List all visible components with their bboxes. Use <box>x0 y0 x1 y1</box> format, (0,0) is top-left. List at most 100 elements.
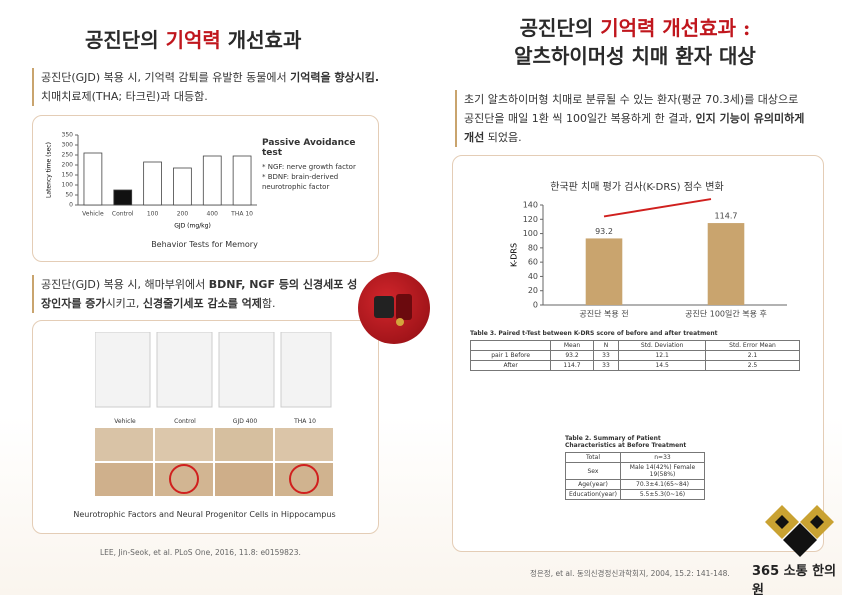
table-title: Table 2. Summary of Patient Characterist… <box>565 435 687 449</box>
header-row: Mean N Std. Deviation Std. Error Mean <box>469 340 801 351</box>
y-tick-label: 60 <box>528 258 538 267</box>
cell: Total <box>565 452 621 463</box>
cell: n=33 <box>619 452 706 463</box>
cell: 93.2 <box>550 350 594 361</box>
row: After 114.7 33 14.5 2.5 <box>469 360 801 371</box>
x-tick-label: 100 <box>147 211 159 218</box>
y-tick-label: 150 <box>62 172 74 179</box>
right-title: 공진단의 기억력 개선효과 : 알츠하이머성 치매 환자 대상 <box>440 14 830 70</box>
chart: 0 50 100 150 200 250 300 350 Vehicle Control 100 20… <box>46 132 257 230</box>
bar <box>707 223 745 305</box>
text-segment: 기억력을 향상시킴. <box>290 71 380 84</box>
row: Total n=33 <box>565 452 706 463</box>
y-tick-label: 200 <box>62 162 74 169</box>
y-tick-label: 100 <box>523 229 538 238</box>
value-label: 93.2 <box>595 227 613 236</box>
reference: 정은정, et al. 동의신경정신과학회지, 2004, 15.2: 141-… <box>530 569 730 578</box>
text-segment: 신경줄기세포 감소를 억제 <box>142 297 262 310</box>
note: * BDNF: brain-derived neurotrophic facto… <box>262 173 339 191</box>
bar <box>232 155 252 206</box>
logo-text: 365 소통 한의원 <box>752 564 837 595</box>
note: * NGF: nerve growth factor <box>262 163 356 171</box>
text-segment: 초기 알츠하이머형 치매로 분류될 수 있는 환자(평균 70.3세)를 대상으… <box>464 93 799 125</box>
row: Age(year) 70.3±4.1(65~84) <box>565 479 706 490</box>
text-segment: 인지 기능이 유의미하게 개선 <box>464 112 805 144</box>
paragraph: 초기 알츠하이머형 치매로 분류될 수 있는 환자(평균 70.3세)를 대상으… <box>455 90 809 147</box>
cell: 14.5 <box>618 360 706 371</box>
header-cell: N <box>592 340 620 351</box>
left-title: 공진단의 기억력 개선효과 <box>85 24 301 53</box>
text-segment: 치매치료제(THA; 타크린)과 대등함. <box>41 90 208 103</box>
x-tick-label: 400 <box>207 211 219 218</box>
table: Mean N Std. Deviation Std. Error Mean pair 1… <box>469 340 801 371</box>
y-tick-label: 250 <box>62 152 74 159</box>
text-segment: 공진단의 <box>519 16 601 40</box>
reference: LEE, Jin-Seok, et al. PLoS One, 2016, 11… <box>100 548 301 557</box>
image-label: GJD 400 <box>232 418 258 425</box>
title-line: 공진단의 기억력 개선효과 : <box>440 14 830 42</box>
paragraph: 공진단(GJD) 복용 시, 기억력 감퇴를 유발한 동물에서 기억력을 향상시… <box>32 68 381 106</box>
y-tick-label: 350 <box>62 132 74 139</box>
cell: pair 1 Before <box>469 350 552 361</box>
y-tick-label: 50 <box>65 192 73 199</box>
value-label: 114.7 <box>715 212 738 221</box>
title-line: 알츠하이머성 치매 환자 대상 <box>514 44 756 68</box>
cell: 2.1 <box>704 350 801 361</box>
header-cell: Mean <box>550 340 594 351</box>
x-tick-label: 200 <box>177 211 189 218</box>
cell: Sex <box>565 462 621 480</box>
image-labels: Vehicle Control GJD 400 THA 10 <box>95 418 335 425</box>
paragraph: 공진단(GJD) 복용 시, 해마부위에서 BDNF, NGF 등의 신경세포 … <box>32 275 361 313</box>
image-label: THA 10 <box>294 418 316 425</box>
text-segment: 공진단(GJD) 복용 시, 기억력 감퇴를 유발한 동물에서 <box>41 71 291 84</box>
cell: 33 <box>592 350 620 361</box>
image-label: Vehicle <box>114 418 136 425</box>
product-image <box>358 272 430 344</box>
figure-panels <box>95 332 332 408</box>
bar <box>113 189 133 206</box>
bar <box>143 161 162 206</box>
table2-block: Table 2. Summary of Patient Characterist… <box>565 435 706 500</box>
logo-mark <box>765 505 834 557</box>
chart: 0 20 40 60 80 100 120 140 93.2 공진단 복용 전 114.7 공진단 1… <box>510 198 787 319</box>
cell: Age(year) <box>565 479 621 490</box>
cell: 114.7 <box>550 360 594 371</box>
y-axis-label: K-DRS <box>510 243 519 267</box>
caption: Neurotrophic Factors and Neural Progenit… <box>73 510 336 519</box>
header-cell: Std. Error Mean <box>704 340 801 351</box>
row: Education(year) 5.5±5.3(0~16) <box>565 489 706 500</box>
y-tick-label: 300 <box>62 142 74 149</box>
table: Total n=33 Sex Male 14(42%) Female 19(58%) A… <box>565 452 706 500</box>
y-tick-label: 100 <box>62 182 74 189</box>
text-segment: 되었음. <box>484 131 522 144</box>
text-segment: 기억력 <box>165 28 221 52</box>
table3-block: Table 3. Paired t-Test between K-DRS sco… <box>469 330 801 371</box>
cell: 70.3±4.1(65~84) <box>619 479 706 490</box>
image-label: Control <box>174 418 196 425</box>
bar <box>585 238 623 305</box>
bar <box>202 155 222 206</box>
cell: After <box>469 360 552 371</box>
y-axis-label: Latency time (sec) <box>46 142 53 198</box>
x-tick-label: 공진단 100일간 복용 후 <box>685 309 767 319</box>
table-title: Table 3. Paired t-Test between K-DRS sco… <box>470 330 718 337</box>
y-tick-label: 120 <box>523 215 538 224</box>
x-tick-label: THA 10 <box>230 211 253 218</box>
cell: 5.5±5.3(0~16) <box>619 489 706 500</box>
y-tick-label: 0 <box>533 301 538 310</box>
cell: 33 <box>592 360 620 371</box>
trend-arrow <box>603 198 712 218</box>
row: Sex Male 14(42%) Female 19(58%) <box>565 462 706 480</box>
histology-images <box>95 428 333 496</box>
x-tick-label: Vehicle <box>82 211 104 218</box>
text-segment: 공진단(GJD) 복용 시, 해마부위에서 <box>41 278 209 291</box>
text-segment: BDNF, NGF 등의 신경세포 성장인자를 증가 <box>41 278 358 310</box>
cell: Education(year) <box>565 489 621 500</box>
text-segment: 공진단의 <box>85 28 166 52</box>
bar <box>83 152 103 206</box>
cell: 12.1 <box>618 350 706 361</box>
x-axis-label: GJD (mg/kg) <box>174 223 211 230</box>
y-tick-label: 140 <box>523 201 538 210</box>
text-segment: 시키고, <box>105 297 143 310</box>
